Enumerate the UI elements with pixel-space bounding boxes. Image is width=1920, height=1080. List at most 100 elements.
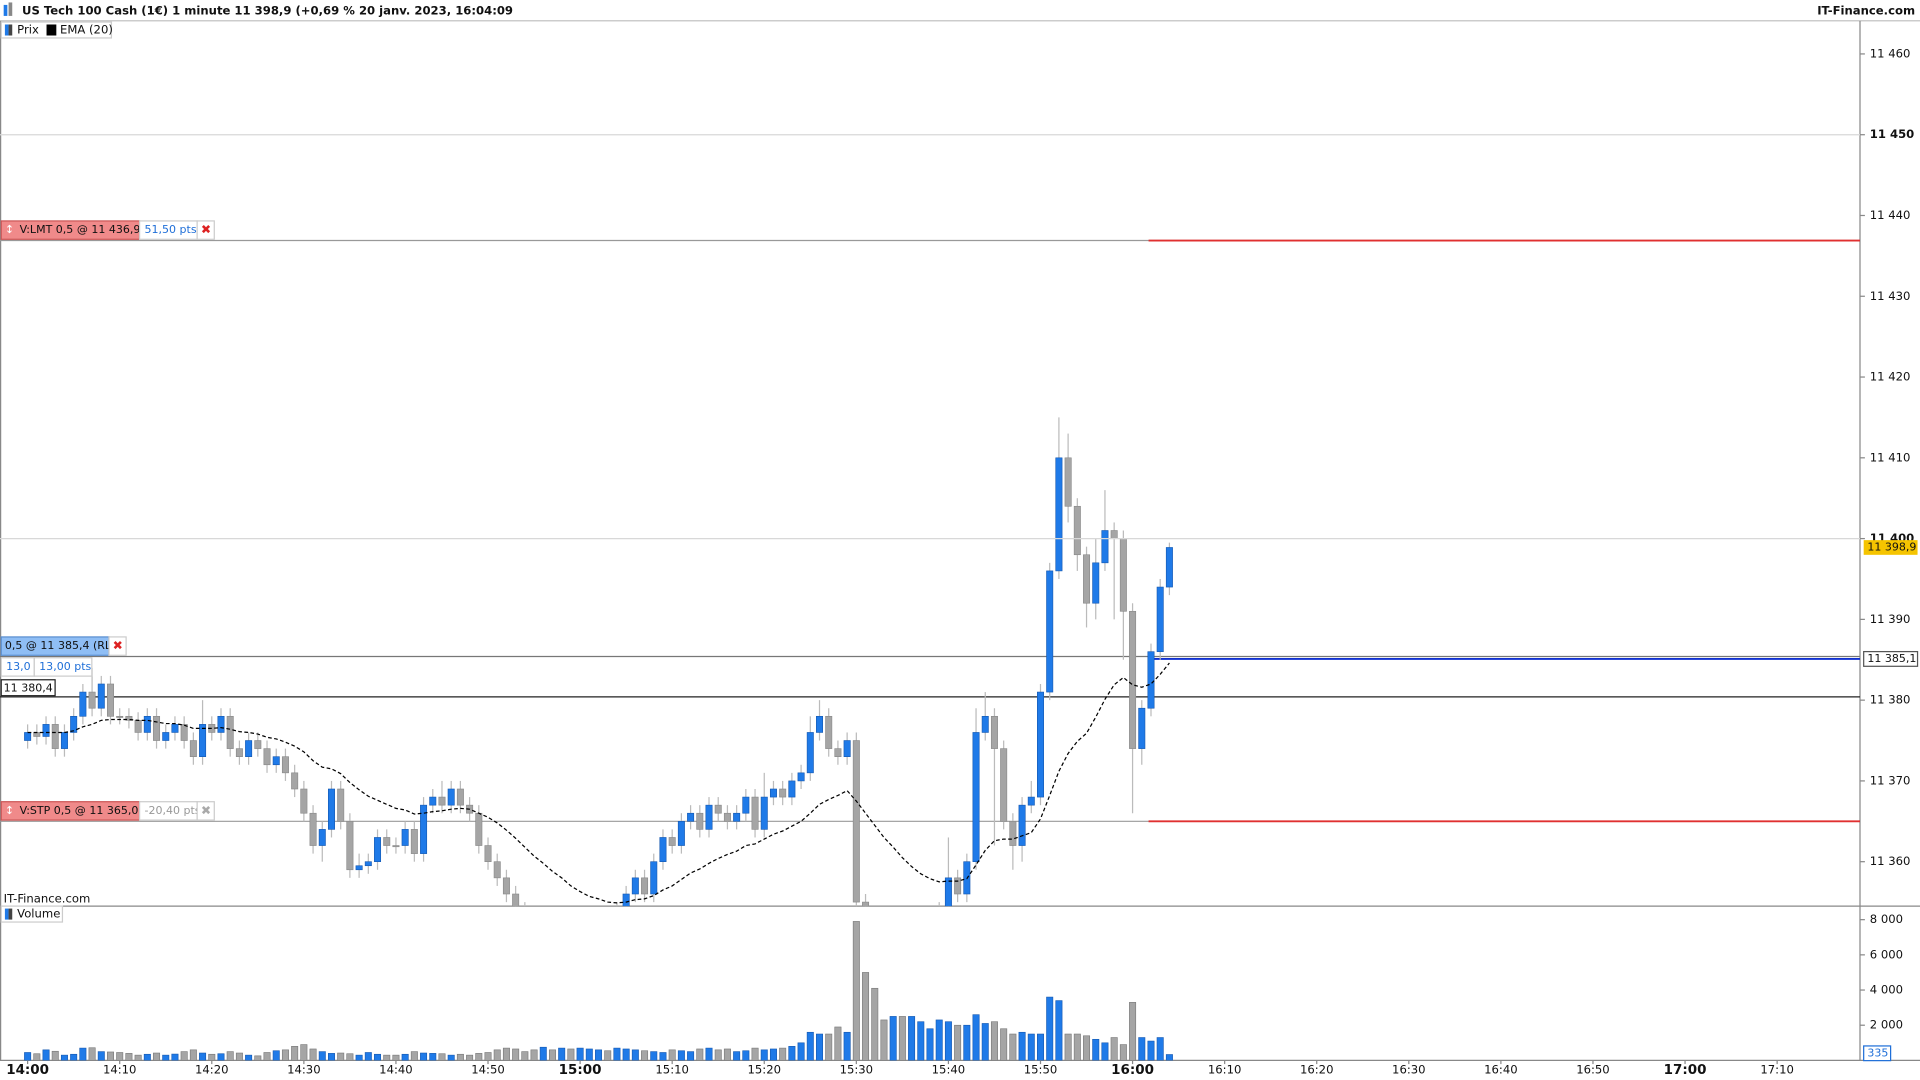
candle-body: [502, 877, 510, 895]
volume-bar: [1009, 1033, 1017, 1061]
volume-bar: [383, 1054, 391, 1061]
volume-bar: [429, 1053, 437, 1061]
volume-bar: [816, 1033, 823, 1061]
x-tick-label: 14:40: [379, 1063, 413, 1077]
level-label: 11 380,4: [4, 681, 53, 694]
order-close-box[interactable]: [196, 801, 215, 821]
candle-body: [1000, 748, 1008, 822]
position-label[interactable]: 0,5 @ 11 385,4 (RL): [5, 639, 115, 652]
volume-bar: [1101, 1042, 1109, 1061]
order-label[interactable]: V:STP 0,5 @ 11 365,0: [20, 804, 139, 817]
candle-body: [944, 877, 952, 907]
volume-bar: [650, 1051, 658, 1061]
volume-bar: [374, 1053, 382, 1061]
position-pts: 13,00 pts: [39, 660, 91, 673]
x-tick-label: 15:10: [655, 1063, 689, 1077]
volume-bar: [447, 1054, 455, 1061]
volume-bar: [272, 1050, 280, 1061]
candle-body: [24, 732, 32, 741]
candle-body: [723, 812, 731, 822]
volume-bar: [420, 1052, 428, 1061]
x-tick-label: 14:00: [6, 1063, 49, 1078]
legend-label[interactable]: Prix: [17, 23, 39, 37]
last-price-box: [1863, 540, 1918, 555]
volume-bar: [585, 1048, 593, 1061]
volume-bar: [631, 1049, 639, 1061]
volume-bar: [622, 1048, 630, 1061]
volume-bar: [1165, 1054, 1173, 1061]
volume-bar: [512, 1048, 520, 1061]
candle-body: [1119, 538, 1127, 612]
volume-bar: [530, 1049, 538, 1061]
volume-bar: [355, 1054, 363, 1061]
position-close-box[interactable]: [108, 636, 127, 656]
volume-bar: [79, 1047, 87, 1061]
candle-body: [410, 829, 418, 854]
x-tick-label: 14:20: [195, 1063, 229, 1077]
volume-bar: [1046, 996, 1054, 1061]
x-tick-label: 17:00: [1664, 1063, 1707, 1078]
order-label[interactable]: V:LMT 0,5 @ 11 436,9: [20, 223, 141, 236]
volume-bar: [1156, 1037, 1164, 1061]
legend-label[interactable]: EMA (20): [60, 23, 113, 37]
volume-bar: [843, 1031, 851, 1061]
candle-body: [990, 715, 998, 749]
volume-bar: [723, 1048, 731, 1061]
candle-body: [97, 683, 105, 709]
volume-bar: [677, 1050, 685, 1061]
watermark: IT-Finance.com: [4, 891, 91, 905]
candle-body: [1037, 691, 1044, 798]
volume-bar: [60, 1054, 68, 1061]
y-tick-label: 11 430: [1870, 289, 1911, 303]
volume-bar: [990, 1021, 998, 1061]
candle-body: [134, 720, 142, 733]
y-tick-label: 8 000: [1870, 912, 1903, 926]
order-close[interactable]: ✖: [201, 803, 211, 817]
candle-body: [401, 829, 409, 846]
candle-body: [364, 861, 372, 867]
volume-bar: [742, 1050, 750, 1061]
volume-bar: [346, 1053, 354, 1061]
candle-body: [429, 796, 437, 806]
volume-bar: [401, 1053, 409, 1061]
candle-body: [769, 788, 777, 798]
candle-body: [171, 724, 179, 733]
volume-bar: [162, 1054, 170, 1061]
volume-bar: [862, 972, 870, 1061]
volume-bar: [143, 1053, 151, 1061]
volume-bar: [641, 1050, 649, 1061]
volume-bar: [687, 1051, 695, 1061]
candle-body: [107, 683, 114, 717]
candle-body: [1018, 804, 1026, 846]
level-axis-label: 11 385,1: [1867, 652, 1916, 665]
position-close[interactable]: ✖: [113, 639, 123, 653]
volume-bar: [337, 1052, 345, 1061]
y-tick-label: 11 370: [1870, 773, 1911, 787]
volume-bar: [604, 1050, 612, 1061]
candle-body: [696, 812, 704, 830]
legend-label[interactable]: Volume: [17, 907, 60, 921]
header-brand[interactable]: IT-Finance.com: [1817, 4, 1915, 18]
volume-bar: [484, 1052, 492, 1061]
volume-bar: [245, 1054, 253, 1061]
candle-body: [806, 732, 814, 774]
volume-bar: [199, 1052, 207, 1061]
volume-bar: [769, 1048, 777, 1061]
candle-body: [456, 788, 464, 806]
volume-bar: [539, 1046, 547, 1061]
candle-body: [760, 796, 768, 830]
order-close-box[interactable]: [196, 220, 215, 240]
volume-bar: [576, 1047, 584, 1061]
volume-bar: [1092, 1038, 1100, 1061]
last-volume-label: 335: [1867, 1046, 1888, 1059]
volume-bar: [548, 1049, 556, 1061]
x-tick-label: 16:00: [1111, 1063, 1154, 1078]
x-tick-label: 16:10: [1208, 1063, 1242, 1077]
x-tick-label: 15:00: [559, 1063, 602, 1078]
volume-bar: [171, 1053, 179, 1061]
order-close[interactable]: ✖: [201, 223, 211, 237]
volume-bar: [217, 1053, 225, 1061]
volume-bar: [935, 1019, 943, 1061]
y-tick-label: 11 410: [1870, 450, 1911, 464]
